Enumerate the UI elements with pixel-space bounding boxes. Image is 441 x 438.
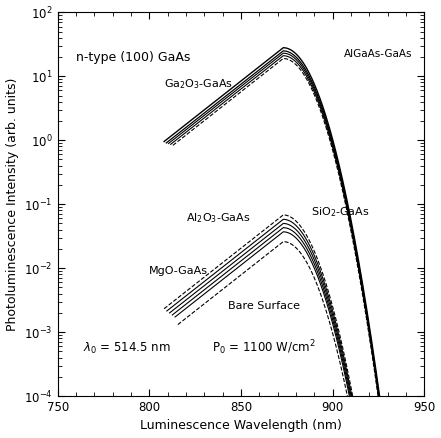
Text: AlGaAs-GaAs: AlGaAs-GaAs [344, 49, 412, 60]
Text: MgO-GaAs: MgO-GaAs [149, 266, 208, 276]
Text: n-type (100) GaAs: n-type (100) GaAs [76, 51, 191, 64]
Y-axis label: Photoluminescence Intensity (arb. units): Photoluminescence Intensity (arb. units) [6, 78, 19, 331]
Text: SiO$_2$-GaAs: SiO$_2$-GaAs [310, 205, 369, 219]
Text: Al$_2$O$_3$-GaAs: Al$_2$O$_3$-GaAs [186, 212, 250, 225]
Text: $\lambda_0$ = 514.5 nm: $\lambda_0$ = 514.5 nm [83, 341, 171, 356]
Text: Bare Surface: Bare Surface [228, 300, 300, 311]
X-axis label: Luminescence Wavelength (nm): Luminescence Wavelength (nm) [140, 420, 342, 432]
Text: Ga$_2$O$_3$-GaAs: Ga$_2$O$_3$-GaAs [164, 78, 233, 91]
Text: P$_0$ = 1100 W/cm$^2$: P$_0$ = 1100 W/cm$^2$ [212, 338, 315, 357]
